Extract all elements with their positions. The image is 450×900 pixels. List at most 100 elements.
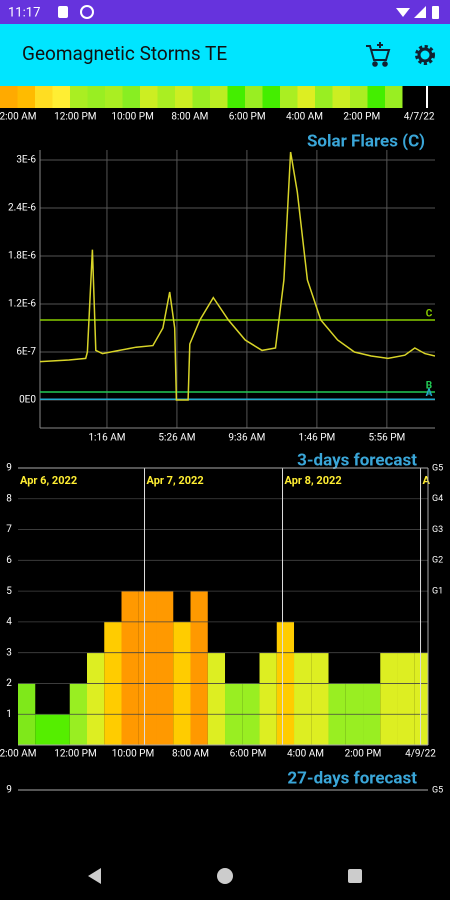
y2-tick-label: G5 xyxy=(432,463,443,473)
y2-tick-label: G3 xyxy=(432,525,443,535)
date-label: A xyxy=(423,474,431,487)
x-tick-label: 1:46 PM xyxy=(298,433,335,444)
strip-label: 10:00 PM xyxy=(111,112,153,123)
x-tick-label: 4/9/22 xyxy=(405,749,436,760)
strip-segment xyxy=(0,86,18,108)
status-time: 11:17 xyxy=(8,5,40,20)
y-tick-label: 3E-6 xyxy=(16,155,36,166)
y-tick-label: 5 xyxy=(6,586,12,597)
strip-segment xyxy=(332,86,351,108)
status-icon xyxy=(80,5,94,19)
strip-label: 4:00 AM xyxy=(286,112,323,123)
strip-segment xyxy=(87,86,106,108)
date-label: Apr 8, 2022 xyxy=(285,474,342,487)
x-tick-label: 12:00 PM xyxy=(54,749,96,760)
x-tick-label: 5:26 AM xyxy=(158,433,195,444)
strip-label: 8:00 AM xyxy=(171,112,208,123)
x-tick-label: 2:00 AM xyxy=(0,749,37,760)
strip-segment xyxy=(35,86,53,108)
x-tick-label: 9:36 AM xyxy=(228,433,265,444)
y-tick-label: 1 xyxy=(6,709,12,720)
chart-title: 27-days forecast xyxy=(287,768,417,788)
bar xyxy=(294,652,312,745)
bar xyxy=(414,652,428,745)
strip-segment xyxy=(175,86,193,108)
x-tick-label: 1:16 AM xyxy=(88,433,125,444)
strip-segment xyxy=(350,86,368,108)
x-tick-label: 2:00 PM xyxy=(345,749,382,760)
strip-segment xyxy=(192,86,211,108)
strip-segment xyxy=(262,86,281,108)
y-tick-label: 9 xyxy=(6,785,12,796)
y-tick-label: 1.8E-6 xyxy=(8,251,36,262)
bar xyxy=(311,652,329,745)
y2-tick-label: G4 xyxy=(432,494,443,504)
chart-title: 3-days forecast xyxy=(297,450,417,470)
strip-segment xyxy=(17,86,36,108)
threshold-label: A xyxy=(426,388,433,399)
x-tick-label: 10:00 PM xyxy=(112,749,154,760)
kp-strip xyxy=(0,86,421,108)
threshold-label: B xyxy=(426,381,432,392)
strip-label: 2:00 AM xyxy=(0,112,37,123)
y-tick-label: 7 xyxy=(6,524,12,535)
y-tick-label: 9 xyxy=(6,463,12,474)
x-tick-label: 8:00 AM xyxy=(172,749,209,760)
status-icon xyxy=(58,6,68,18)
bar xyxy=(87,652,105,745)
app-title: Geomagnetic Storms TE xyxy=(22,42,227,65)
date-label: Apr 6, 2022 xyxy=(20,474,77,487)
y2-tick-label: G1 xyxy=(432,586,443,596)
wifi-icon xyxy=(396,8,410,17)
strip-segment xyxy=(367,86,386,108)
strip-label: 6:00 PM xyxy=(229,112,266,123)
y-tick-label: 0E0 xyxy=(19,395,36,406)
x-tick-label: 5:56 PM xyxy=(368,433,405,444)
recents-button[interactable] xyxy=(348,869,362,883)
y-tick-label: 8 xyxy=(6,493,12,504)
strip-segment xyxy=(227,86,246,108)
battery-icon xyxy=(432,6,439,19)
settings-button[interactable] xyxy=(415,45,435,65)
strip-segment xyxy=(122,86,141,108)
strip-segment xyxy=(245,86,263,108)
bar xyxy=(190,591,208,745)
y-tick-label: 2.4E-6 xyxy=(8,203,36,214)
x-tick-label: 6:00 PM xyxy=(230,749,267,760)
bar xyxy=(397,652,415,745)
y2-tick-label: G2 xyxy=(432,556,443,566)
strip-segment xyxy=(70,86,88,108)
bar xyxy=(380,652,398,745)
strip-segment xyxy=(297,86,316,108)
data-line xyxy=(40,151,435,401)
strip-label: 12:00 PM xyxy=(54,112,96,123)
cart-button[interactable] xyxy=(366,42,391,67)
y-tick-label: 6E-7 xyxy=(16,347,36,358)
bar xyxy=(121,591,139,745)
back-button[interactable] xyxy=(88,868,101,884)
y-tick-label: 4 xyxy=(6,617,12,628)
bar xyxy=(207,652,226,745)
y-tick-label: 2 xyxy=(6,678,12,689)
x-tick-label: 4:00 AM xyxy=(287,749,324,760)
strip-segment xyxy=(385,86,403,108)
y-tick-label: 6 xyxy=(6,555,12,566)
bar xyxy=(35,714,53,745)
signal-icon xyxy=(414,6,426,18)
strip-segment xyxy=(280,86,298,108)
date-label: Apr 7, 2022 xyxy=(147,474,204,487)
status-bar xyxy=(0,0,450,24)
y-tick-label: 1.2E-6 xyxy=(8,299,36,310)
bar xyxy=(259,652,277,745)
strip-segment xyxy=(105,86,123,108)
strip-label: 4/7/22 xyxy=(404,112,435,123)
bar xyxy=(156,591,174,745)
bar xyxy=(138,591,157,745)
home-button[interactable] xyxy=(217,868,233,884)
y2-tick-label: G5 xyxy=(432,785,443,795)
threshold-label: C xyxy=(426,309,433,320)
strip-segment xyxy=(52,86,71,108)
app-bar xyxy=(0,24,450,86)
